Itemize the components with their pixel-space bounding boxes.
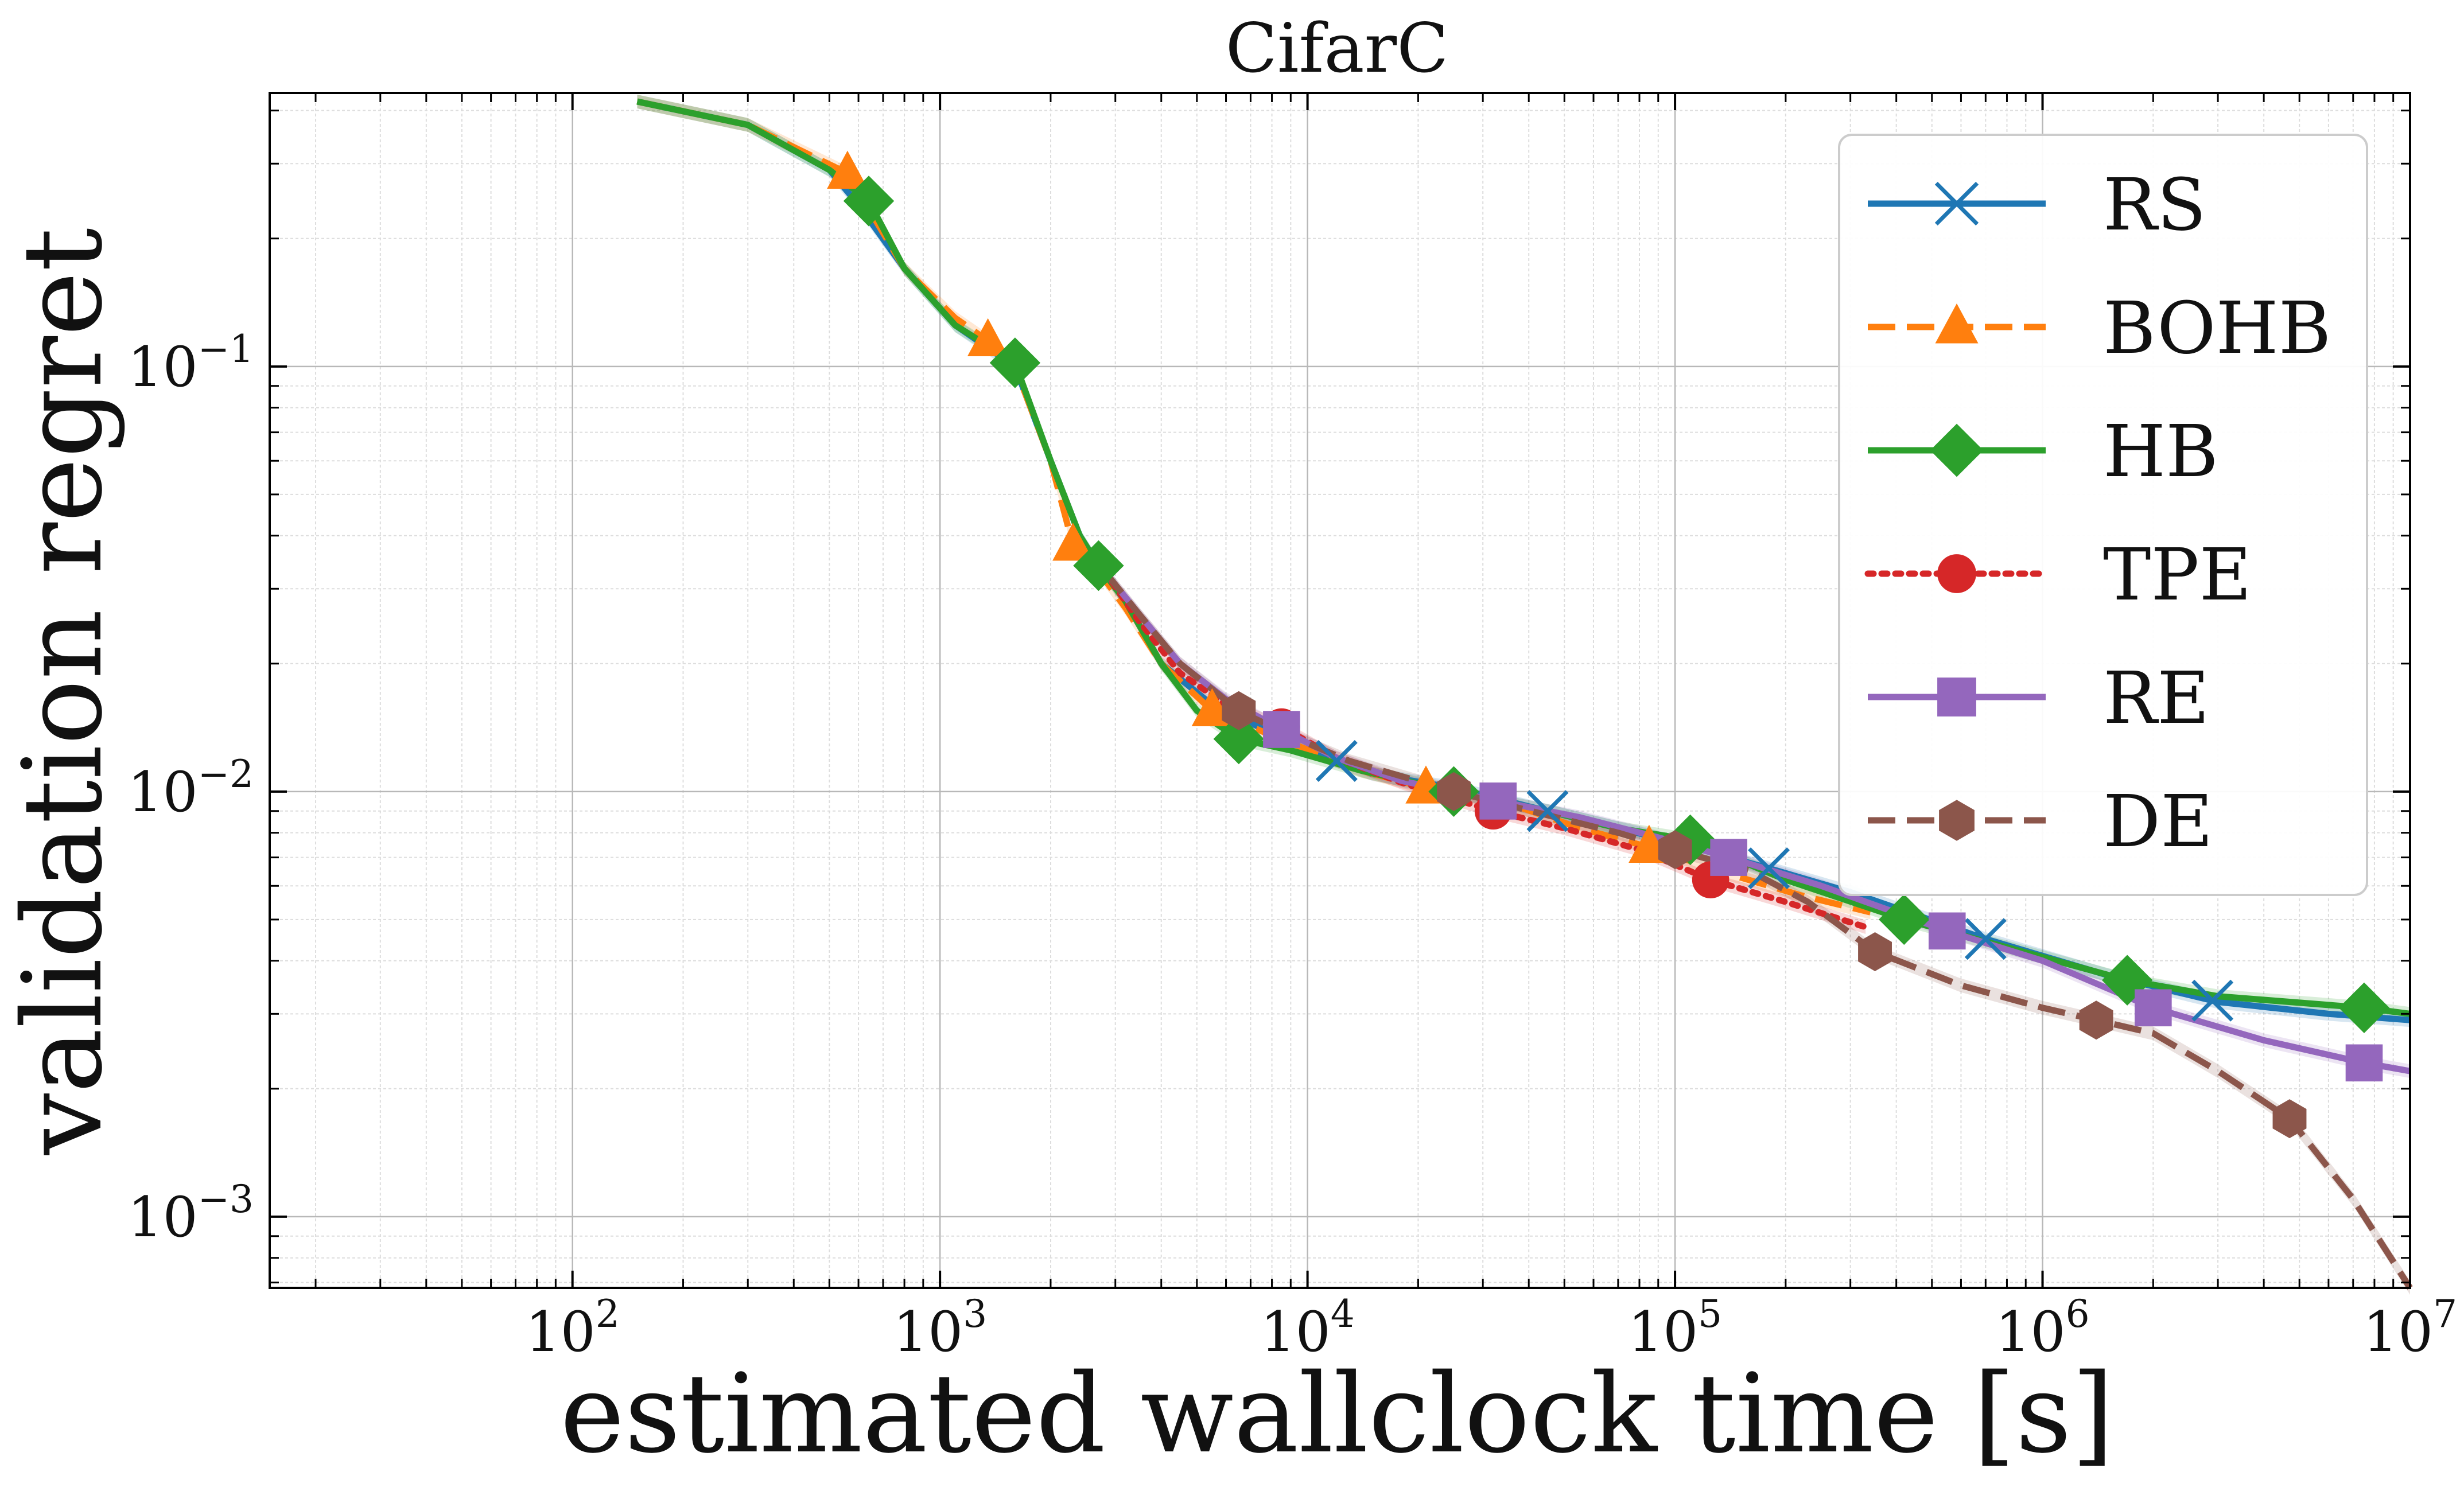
marker-re: [2135, 989, 2172, 1027]
x-tick-label: 104: [1261, 1292, 1355, 1364]
marker-re: [1479, 782, 1517, 820]
marker-de: [2079, 1000, 2113, 1040]
legend-label-hb: HB: [2103, 410, 2218, 493]
x-tick-label: 107: [2363, 1292, 2457, 1364]
marker-de: [1858, 932, 1892, 972]
marker-hb: [843, 176, 895, 227]
marker-re: [1928, 912, 1966, 950]
legend-label-de: DE: [2103, 780, 2213, 863]
x-tick-labels: 102 103 104 105 106 107: [526, 1292, 2457, 1364]
legend-label-tpe: TPE: [2103, 534, 2252, 617]
series-line-de: [1102, 569, 2413, 1290]
marker-rs: [2191, 979, 2234, 1022]
marker-hb: [2338, 982, 2390, 1033]
confidence-bands: [637, 94, 2410, 1295]
y-tick-label: 10−3: [128, 1177, 254, 1249]
marker-hb: [989, 337, 1041, 388]
plot-frame: [269, 92, 2411, 1289]
y-tick-labels: 10−3 10−2 10−1: [128, 327, 254, 1249]
marker-bohb: [1052, 523, 1094, 561]
marker-bohb: [967, 318, 1009, 357]
marker-re: [2345, 1044, 2383, 1082]
marker-rs: [1526, 790, 1569, 832]
legend-marker-tpe: [1937, 554, 1976, 593]
axis-ticks: [270, 93, 2411, 1288]
y-axis-label: validation regret: [0, 228, 126, 1155]
band-tpe: [1104, 564, 1866, 934]
x-tick-label: 103: [893, 1292, 987, 1364]
y-tick-label: 10−1: [128, 327, 254, 399]
marker-rs: [1315, 740, 1358, 782]
x-axis-label: estimated wallclock time [s]: [560, 1350, 2114, 1477]
chart-title: CifarC: [1226, 9, 1449, 88]
x-tick-label: 106: [1995, 1292, 2089, 1364]
marker-hb: [1073, 540, 1124, 591]
legend-marker-re: [1937, 677, 1976, 717]
legend-marker-hb: [1930, 423, 1984, 477]
series-markers: [827, 150, 2390, 1139]
marker-de: [1222, 691, 1256, 730]
legend-marker-rs: [1934, 181, 1979, 226]
marker-re: [1710, 839, 1747, 876]
legend-label-rs: RS: [2103, 163, 2206, 247]
legend-label-bohb: BOHB: [2103, 287, 2331, 370]
marker-de: [1658, 830, 1692, 870]
legend-marker-bohb: [1935, 303, 1979, 344]
marker-de: [2272, 1099, 2307, 1139]
marker-rs: [1964, 918, 2007, 960]
marker-hb: [1879, 894, 1930, 945]
marker-re: [1263, 711, 1300, 748]
legend-label-re: RE: [2103, 657, 2209, 740]
marker-hb: [1213, 713, 1264, 765]
marker-de: [1437, 772, 1471, 811]
marker-bohb: [827, 150, 868, 189]
marker-rs: [1748, 847, 1790, 890]
y-tick-label: 10−2: [128, 752, 254, 824]
legend: RS BOHB HB TPE RE DE: [1838, 134, 2368, 896]
x-tick-label: 105: [1628, 1292, 1722, 1364]
x-tick-label: 102: [526, 1292, 620, 1364]
legend-marker-de: [1939, 800, 1975, 841]
